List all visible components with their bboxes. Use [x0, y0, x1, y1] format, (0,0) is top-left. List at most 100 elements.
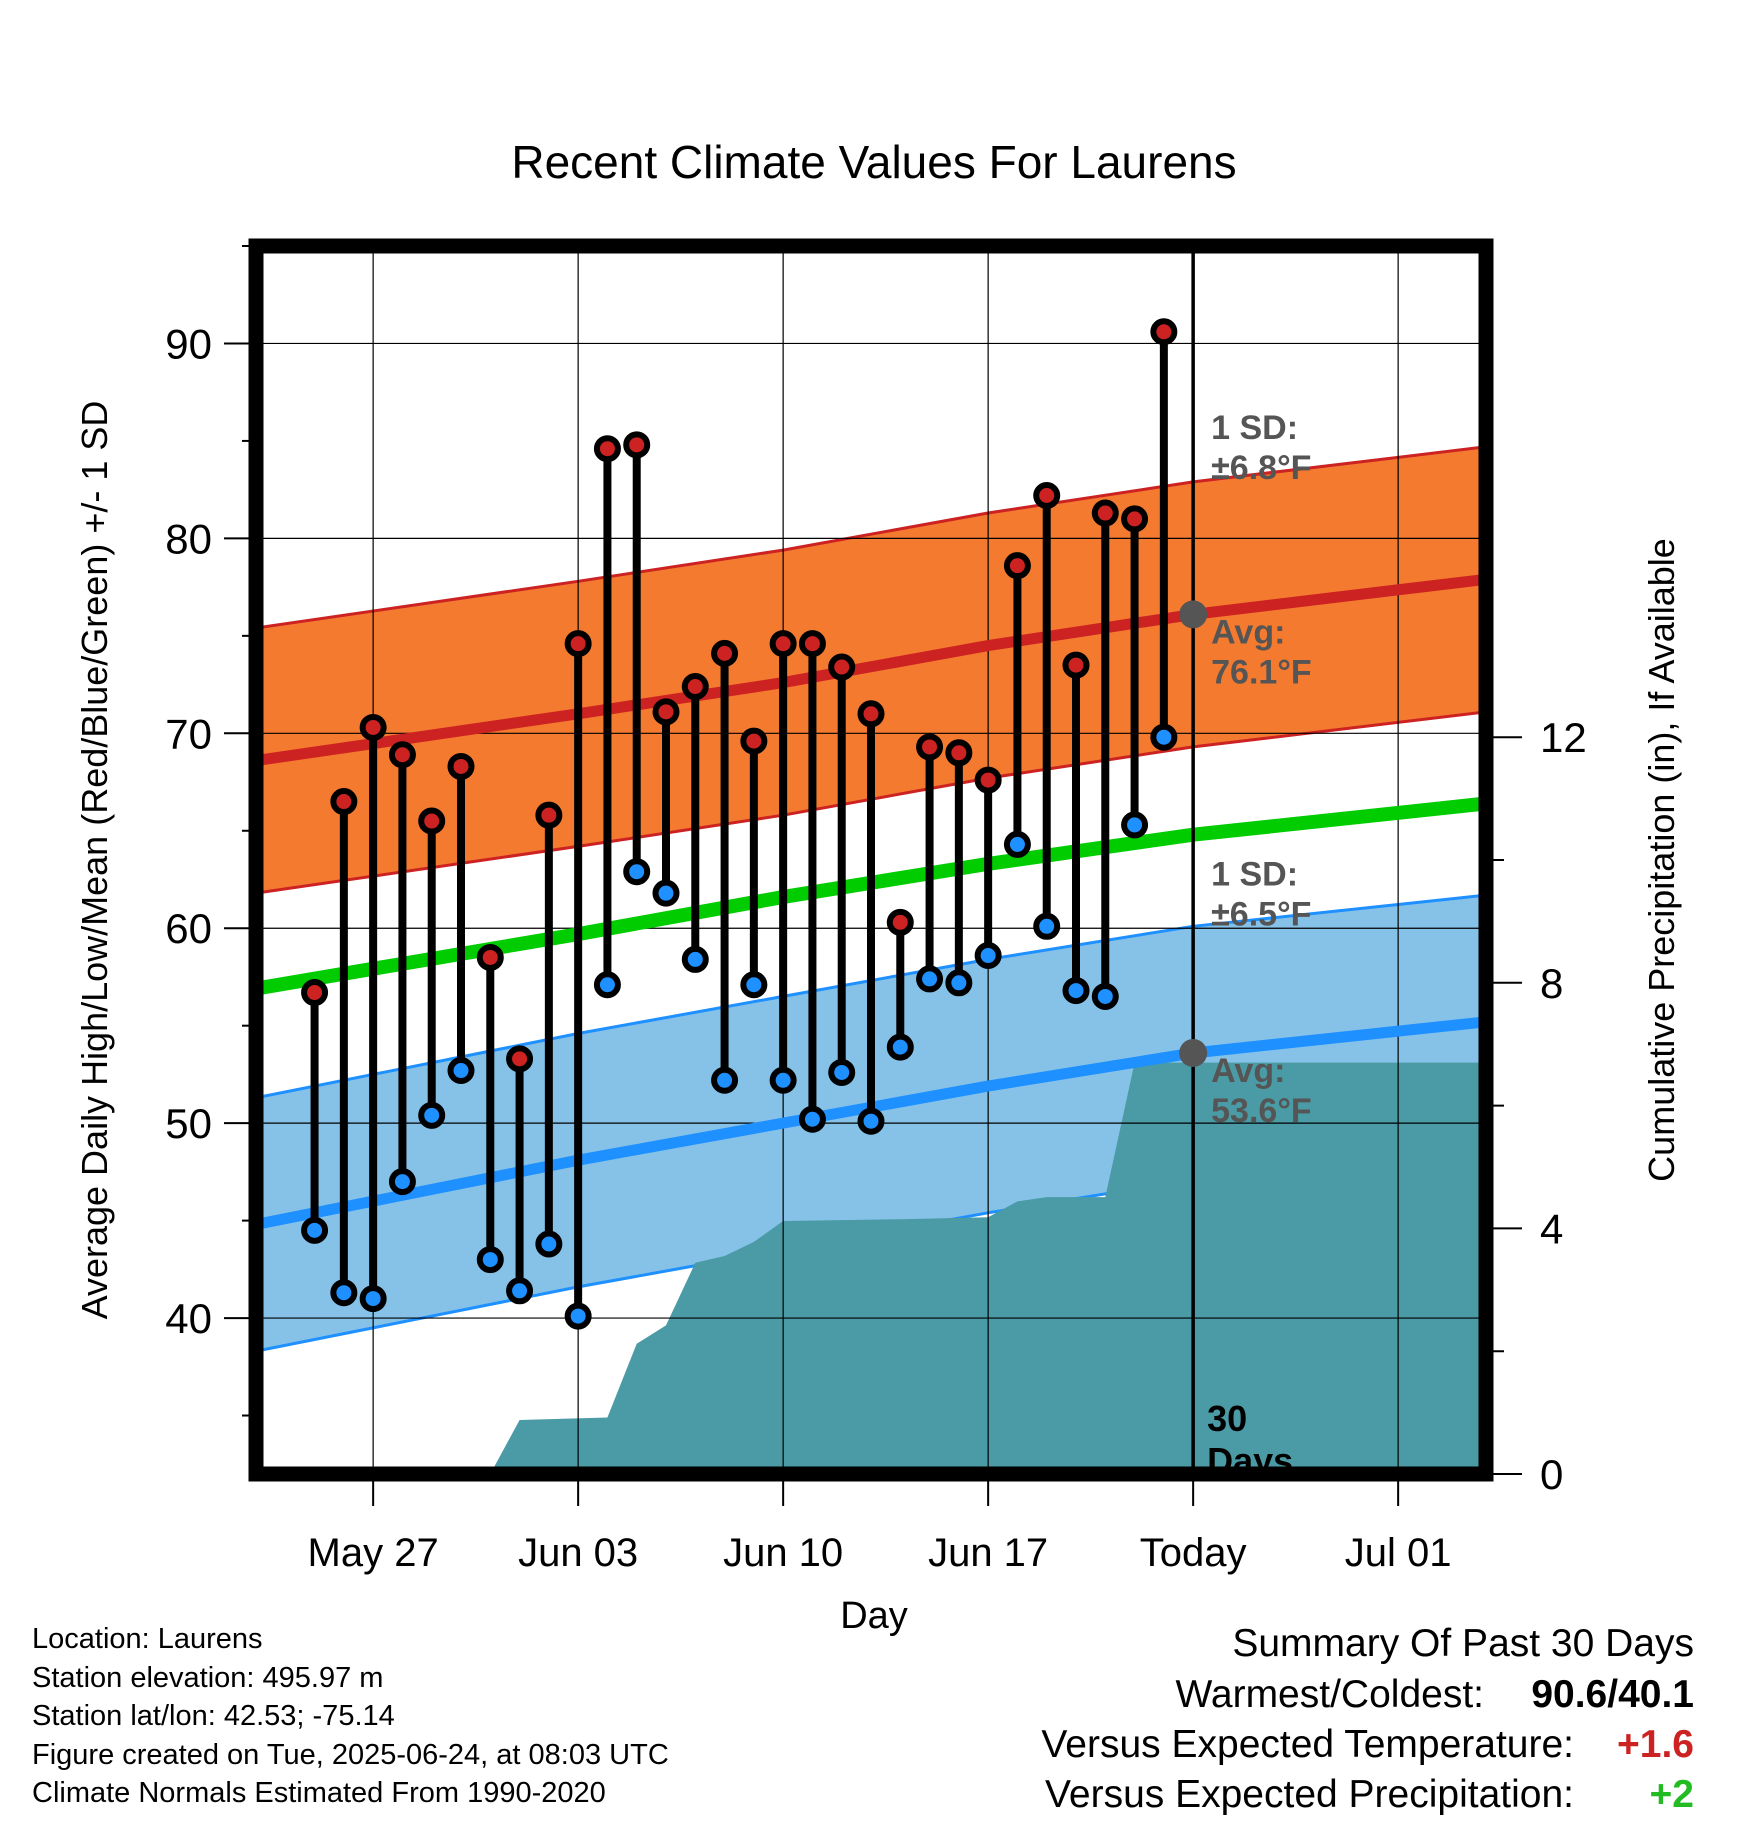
daily-low-point — [1033, 912, 1061, 940]
elevation-text: Station elevation: 495.97 m — [32, 1661, 384, 1694]
y-axis-label: Average Daily High/Low/Mean (Red/Blue/Gr… — [74, 401, 115, 1320]
daily-high-point — [740, 727, 768, 755]
x-tick-label: Jun 03 — [518, 1531, 638, 1575]
high-sd-annotation-line: ±6.8°F — [1211, 449, 1311, 487]
daily-high-point — [1033, 481, 1061, 509]
normal-low-line — [256, 1016, 1486, 1230]
daily-high-point — [418, 807, 446, 835]
normal-mean-line — [256, 796, 1486, 996]
daily-high-point — [330, 788, 358, 816]
daily-low-point — [623, 858, 651, 886]
daily-low-point — [1003, 830, 1031, 858]
daily-low-point — [740, 971, 768, 999]
daily-high-point — [476, 943, 504, 971]
low-sd-annotation-line: ±6.5°F — [1211, 895, 1311, 933]
daily-high-point — [623, 431, 651, 459]
y2-tick-label: 8 — [1540, 960, 1563, 1007]
high-avg-annotation-line: Avg: — [1211, 614, 1285, 652]
daily-low-point — [828, 1058, 856, 1086]
high-sd-annotation: 1 SD: ±6.8°F — [1211, 409, 1311, 487]
daily-low-point — [535, 1230, 563, 1258]
daily-low-point — [916, 965, 944, 993]
low-sd-annotation-line: 1 SD: — [1211, 855, 1298, 893]
plot-content — [256, 246, 1486, 1474]
daily-low-point — [476, 1246, 504, 1274]
daily-high-point — [1003, 552, 1031, 580]
x-tick-label: Jun 10 — [723, 1531, 843, 1575]
daily-low-point — [330, 1279, 358, 1307]
precip-label: Versus Expected Precipitation: — [1045, 1773, 1574, 1816]
daily-low-point — [681, 945, 709, 973]
high-avg-annotation-line: 76.1°F — [1211, 654, 1312, 692]
daily-high-point — [506, 1045, 534, 1073]
x-tick-label: May 27 — [308, 1531, 439, 1575]
daily-high-point — [916, 733, 944, 761]
chart-title: Recent Climate Values For Laurens — [511, 136, 1236, 188]
y-tick-label: 70 — [165, 710, 212, 757]
daily-low-point — [506, 1277, 534, 1305]
daily-low-point — [798, 1105, 826, 1133]
daily-low-point — [945, 969, 973, 997]
daily-low-point — [593, 971, 621, 999]
precip-row: Versus Expected Precipitation: +2 — [1041, 1770, 1694, 1820]
daily-high-point — [1121, 505, 1149, 533]
daily-low-point — [769, 1066, 797, 1094]
daily-low-point — [447, 1057, 475, 1085]
today-low-normal-marker — [1179, 1038, 1208, 1067]
daily-low-point — [359, 1285, 387, 1313]
daily-low-point — [1091, 982, 1119, 1010]
warm-cold-row: Warmest/Coldest: 90.6/40.1 — [1041, 1670, 1694, 1720]
daily-low-point — [1150, 723, 1178, 751]
summary-panel: Summary Of Past 30 Days Warmest/Coldest:… — [1041, 1618, 1694, 1820]
y2-tick-label: 0 — [1540, 1451, 1563, 1498]
precip-area — [343, 1062, 1486, 1474]
daily-high-point — [886, 908, 914, 936]
y-tick-label: 40 — [165, 1295, 212, 1342]
x-tick-label: Jun 17 — [928, 1531, 1048, 1575]
daily-low-point — [974, 942, 1002, 970]
x-axis-label: Day — [840, 1595, 908, 1637]
daily-high-point — [652, 698, 680, 726]
high-sd-annotation-line: 1 SD: — [1211, 409, 1298, 447]
y2-axis-label: Cumulative Precipitation (in), If Availa… — [1641, 538, 1682, 1182]
daily-high-point — [945, 739, 973, 767]
low-sd-annotation: 1 SD: ±6.5°F — [1211, 855, 1311, 933]
x-tick-label: Jul 01 — [1345, 1531, 1452, 1575]
normal-high-line — [256, 573, 1486, 767]
warm-cold-value: 90.6/40.1 — [1531, 1673, 1694, 1716]
summary-heading: Summary Of Past 30 Days — [1232, 1622, 1694, 1665]
daily-low-point — [564, 1302, 592, 1330]
daily-low-point — [1062, 977, 1090, 1005]
y-tick-label: 90 — [165, 320, 212, 367]
daily-high-point — [828, 653, 856, 681]
temp-row: Versus Expected Temperature: +1.6 — [1041, 1720, 1694, 1770]
daily-low-point — [652, 879, 680, 907]
daily-high-point — [388, 741, 416, 769]
daily-low-point — [388, 1168, 416, 1196]
daily-high-point — [593, 435, 621, 463]
low-avg-annotation-line: 53.6°F — [1211, 1092, 1312, 1130]
daily-high-point — [974, 766, 1002, 794]
daily-high-point — [447, 752, 475, 780]
today-window-label-line: 30 — [1207, 1398, 1247, 1439]
y2-tick-label: 12 — [1540, 714, 1587, 761]
high-band-upper-edge — [256, 445, 1486, 630]
y-tick-label: 80 — [165, 515, 212, 562]
daily-high-point — [798, 630, 826, 658]
latlon-text: Station lat/lon: 42.53; -75.14 — [32, 1700, 395, 1732]
daily-high-point — [711, 639, 739, 667]
temp-value: +1.6 — [1617, 1723, 1694, 1766]
daily-high-point — [535, 801, 563, 829]
x-tick-label: Today — [1140, 1531, 1247, 1575]
daily-low-point — [857, 1107, 885, 1135]
warm-cold-label: Warmest/Coldest: — [1175, 1673, 1484, 1716]
daily-high-point — [1150, 318, 1178, 346]
daily-low-point — [1121, 811, 1149, 839]
today-high-normal-marker — [1179, 600, 1208, 629]
daily-low-point — [711, 1066, 739, 1094]
y-tick-label: 60 — [165, 905, 212, 952]
y-tick-label: 50 — [165, 1100, 212, 1147]
climate-chart: Recent Climate Values For Laurens 1 SD: ±… — [74, 136, 1682, 1637]
daily-high-point — [301, 979, 329, 1007]
